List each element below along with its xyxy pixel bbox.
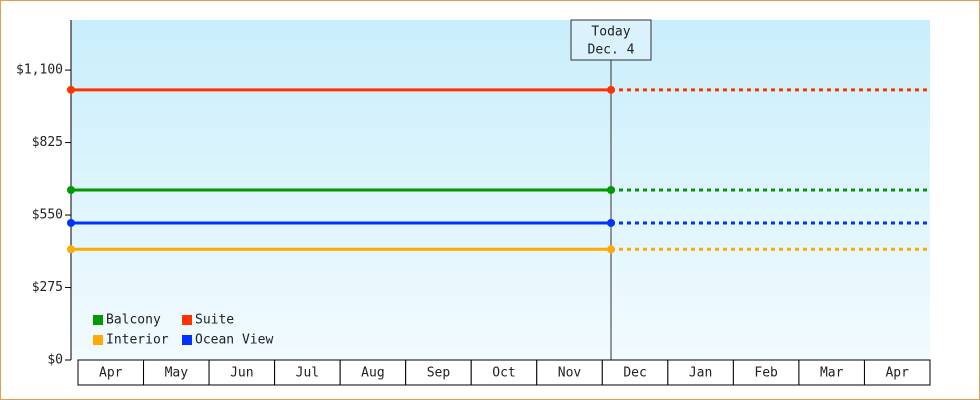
- series-point: [607, 218, 615, 227]
- x-category-box: [536, 359, 603, 386]
- legend-label: Balcony: [106, 313, 161, 328]
- x-tick-label: Feb: [754, 366, 778, 381]
- series-point: [67, 85, 75, 94]
- x-tick-label: Dec: [623, 366, 646, 381]
- y-tick-label: $550: [32, 208, 63, 223]
- x-category-box: [274, 359, 341, 386]
- x-category-box: [143, 359, 210, 386]
- x-tick-label: May: [165, 366, 189, 381]
- x-tick-label: Oct: [492, 366, 515, 381]
- series-point: [607, 186, 615, 194]
- y-tick-label: $275: [32, 280, 63, 295]
- legend-swatch: [93, 335, 103, 345]
- x-tick-label: Jul: [296, 366, 319, 381]
- x-tick-label: Jan: [689, 366, 712, 381]
- x-category-box: [732, 359, 800, 386]
- x-tick-label: Nov: [558, 366, 582, 381]
- x-category-box: [339, 359, 407, 386]
- legend-label: Interior: [106, 333, 169, 348]
- today-title: Today: [591, 25, 630, 40]
- y-tick-label: $825: [32, 135, 63, 150]
- today-date: Dec. 4: [588, 43, 635, 58]
- x-category-box: [208, 359, 276, 386]
- series-point: [607, 245, 615, 254]
- series-point: [607, 85, 615, 94]
- today-box: [570, 19, 652, 61]
- series-point: [67, 245, 75, 254]
- x-category-box: [77, 359, 145, 386]
- x-tick-label: Jun: [230, 366, 253, 381]
- x-category-box: [405, 359, 472, 386]
- x-tick-label: Apr: [99, 366, 123, 381]
- legend-swatch: [182, 315, 192, 325]
- x-category-box: [470, 359, 538, 386]
- legend-swatch: [182, 335, 192, 345]
- x-category-box: [601, 359, 669, 386]
- x-category-box: [863, 359, 931, 386]
- x-category-box: [798, 359, 865, 386]
- series-point: [67, 186, 75, 194]
- series-point: [67, 218, 75, 227]
- x-tick-label: Apr: [885, 366, 909, 381]
- legend-swatch: [93, 315, 103, 325]
- y-tick-label: $1,100: [16, 63, 63, 78]
- legend-label: Ocean View: [195, 333, 273, 348]
- legend-label: Suite: [195, 313, 234, 328]
- x-tick-label: Mar: [820, 366, 844, 381]
- x-tick-label: Sep: [427, 366, 451, 381]
- x-tick-label: Aug: [361, 366, 384, 381]
- y-tick-label: $0: [47, 353, 63, 368]
